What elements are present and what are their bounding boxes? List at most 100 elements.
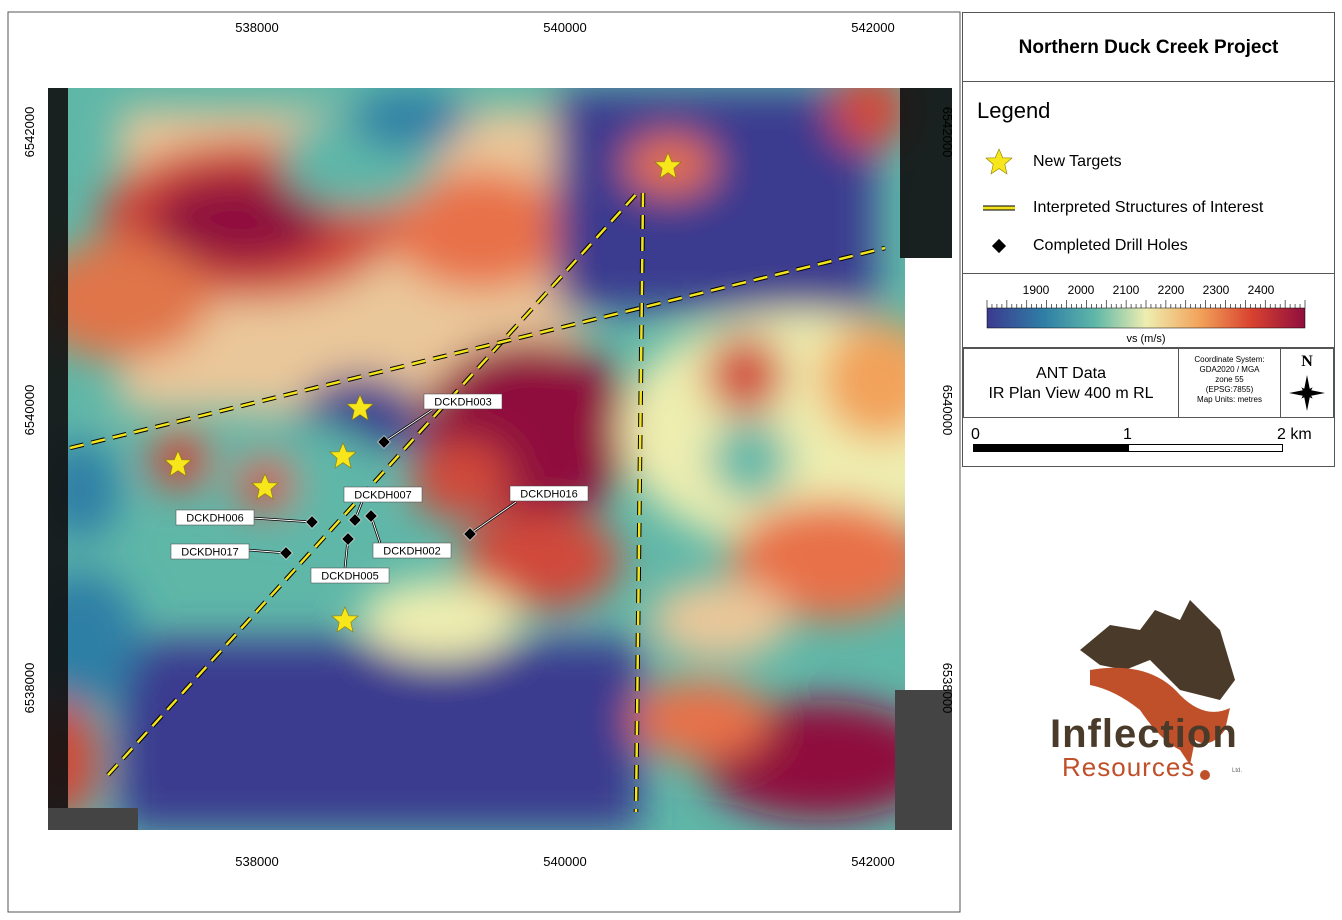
target-star-1 [654, 152, 682, 179]
scale-label-0: 0 [971, 426, 980, 443]
legend-item-new-targets: New Targets [979, 148, 1122, 175]
drill-hole-dckdh007: DCKDH007 [343, 486, 423, 527]
cs-line: Coordinate System: [1194, 355, 1265, 364]
drill-hole-label: DCKDH003 [434, 397, 491, 409]
company-logo-mark [1080, 600, 1235, 780]
logo-suffix: Ltd. [1232, 768, 1243, 774]
drill-hole-label: DCKDH007 [354, 490, 411, 502]
drill-holes-layer: DCKDH003 DCKDH007 DCKDH016 DCKDH006 DCKDH017… [170, 393, 589, 584]
y-tick-right-6542000: 6542000 [940, 107, 955, 158]
x-tick-top-540000: 540000 [543, 20, 586, 35]
drill-hole-leader [251, 517, 313, 523]
target-star-6 [331, 606, 359, 633]
north-arrow-cell: N [1280, 348, 1334, 418]
drill-hole-marker [463, 527, 477, 541]
scale-label-2: 2 km [1277, 426, 1312, 443]
legend-heading: Legend [977, 98, 1051, 123]
y-tick-right-6538000: 6538000 [940, 663, 955, 714]
colorbar-tick-label: 2300 [1203, 283, 1230, 297]
scale-bar [973, 444, 1283, 452]
colorbar-ticks: 1900 2000 2100 2200 2300 2400 [986, 283, 1306, 308]
x-tick-bottom-540000: 540000 [543, 854, 586, 869]
north-label: N [1301, 353, 1313, 370]
cs-line: Map Units: metres [1197, 395, 1262, 404]
colorbar-tick-label: 2100 [1113, 283, 1140, 297]
diamond-icon [979, 234, 1019, 258]
target-star-3 [329, 442, 357, 469]
drill-hole-label-box [343, 486, 423, 503]
drill-hole-dckdh002: DCKDH002 [364, 509, 452, 559]
legend-panel: Legend New Targets Interpreted Structure… [962, 81, 1335, 274]
y-tick-left-6538000: 6538000 [22, 663, 37, 714]
colorbar: 1900 2000 2100 2200 2300 2400 vs (m/s) [986, 283, 1306, 345]
drill-hole-marker [305, 515, 319, 529]
drill-hole-label-box [310, 567, 390, 584]
title-panel: Northern Duck Creek Project [962, 12, 1335, 82]
x-tick-bottom-538000: 538000 [235, 854, 278, 869]
ant-data-line2: IR Plan View 400 m RL [988, 385, 1154, 402]
cs-line: (EPSG:7855) [1205, 385, 1254, 394]
drill-hole-label-box [372, 542, 452, 559]
legend-label-new-targets: New Targets [1033, 153, 1122, 170]
target-star-4 [164, 450, 192, 477]
drill-hole-label-box [423, 393, 503, 410]
ant-data-cell: ANT Data IR Plan View 400 m RL [963, 348, 1179, 418]
colorbar-unit: vs (m/s) [1126, 333, 1165, 345]
drill-hole-dckdh003: DCKDH003 [377, 393, 503, 449]
colorbar-tick-label: 2000 [1068, 283, 1095, 297]
structure-line-ns-inner [634, 192, 645, 813]
velocity-raster [48, 88, 952, 830]
y-tick-left-6542000: 6542000 [22, 107, 37, 158]
x-tick-bottom-542000: 542000 [851, 854, 894, 869]
legend-item-drill-holes: Completed Drill Holes [979, 234, 1188, 258]
cs-line: GDA2020 / MGA [1199, 365, 1260, 374]
drill-hole-leader [469, 501, 517, 535]
x-tick-top-542000: 542000 [851, 20, 894, 35]
ant-data-line1: ANT Data [1036, 365, 1106, 382]
drill-hole-label-box [509, 485, 589, 502]
colorbar-tick-label: 2400 [1248, 283, 1275, 297]
info-panel: ANT Data IR Plan View 400 m RL Coordinat… [962, 347, 1335, 467]
drill-hole-marker [377, 435, 391, 449]
drill-hole-dckdh005: DCKDH005 [310, 532, 390, 584]
colorbar-panel: 1900 2000 2100 2200 2300 2400 vs (m/s) [962, 273, 1335, 348]
logo-word-resources: Resources [1062, 752, 1196, 782]
map-title: Northern Duck Creek Project [1018, 37, 1279, 58]
structures-layer [69, 188, 886, 813]
drill-hole-leader [247, 549, 287, 554]
drill-hole-marker [364, 509, 378, 523]
drill-hole-marker [341, 532, 355, 546]
legend-item-structures: Interpreted Structures of Interest [979, 196, 1263, 220]
axis-labels: 538000 540000 542000 538000 540000 54200… [22, 20, 955, 869]
legend-label-structures: Interpreted Structures of Interest [1033, 199, 1264, 216]
legend-label-drill-holes: Completed Drill Holes [1033, 237, 1188, 254]
y-tick-left-6540000: 6540000 [22, 385, 37, 436]
target-star-2 [346, 394, 374, 421]
drill-hole-label-box [170, 543, 250, 560]
coordinate-system-cell: Coordinate System: GDA2020 / MGA zone 55… [1178, 348, 1281, 418]
colorbar-tick-label: 2200 [1158, 283, 1185, 297]
x-tick-top-538000: 538000 [235, 20, 278, 35]
drill-hole-label: DCKDH016 [520, 489, 577, 501]
drill-hole-label-box [175, 509, 255, 526]
y-tick-right-6540000: 6540000 [940, 385, 955, 436]
drill-hole-marker [348, 513, 362, 527]
new-targets-layer [164, 152, 682, 633]
colorbar-tick-label: 1900 [1023, 283, 1050, 297]
drill-hole-label: DCKDH017 [181, 547, 238, 559]
drill-hole-label: DCKDH005 [321, 571, 378, 583]
target-star-5 [251, 473, 279, 500]
drill-hole-dckdh006: DCKDH006 [175, 509, 319, 529]
logo-word-inflection: Inflection [1050, 712, 1238, 756]
colorbar-ramp [986, 307, 1306, 329]
dashed-line-icon [979, 196, 1019, 220]
drill-hole-label: DCKDH006 [186, 513, 243, 525]
cs-line: zone 55 [1215, 375, 1244, 384]
drill-hole-marker [279, 546, 293, 560]
scale-label-1: 1 [1123, 426, 1132, 443]
structure-line-ew-inner [69, 246, 886, 450]
star-icon [979, 148, 1019, 175]
drill-hole-leader [383, 409, 433, 443]
drill-hole-dckdh016: DCKDH016 [463, 485, 589, 541]
